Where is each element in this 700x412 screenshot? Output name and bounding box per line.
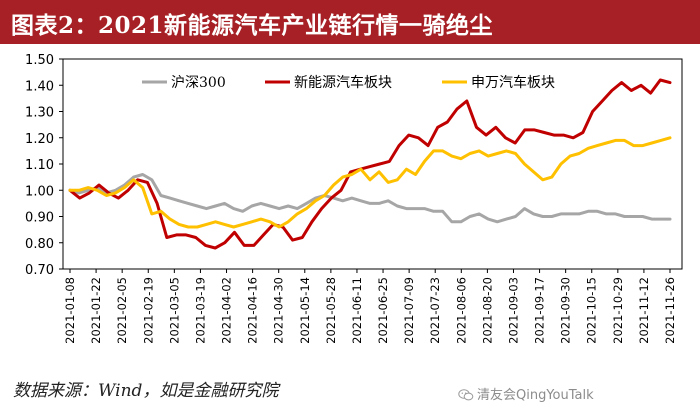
x-tick-label: 2021-11-12 [637,277,651,344]
x-tick-label: 2021-10-29 [611,277,625,344]
x-tick-label: 2021-01-08 [63,277,77,344]
x-tick-label: 2021-11-26 [663,277,677,344]
x-tick-label: 2021-05-28 [324,277,338,344]
x-tick-label: 2021-10-15 [585,277,599,344]
y-tick-label: 1.40 [25,79,54,94]
y-tick-label: 1.20 [25,132,54,147]
x-tick-label: 2021-02-19 [141,277,155,344]
y-tick-label: 1.30 [25,106,54,121]
legend-label: 申万汽车板块 [471,74,555,91]
chart-title: 图表2：2021新能源汽车产业链行情一骑绝尘 [11,12,494,39]
title-bar: 图表2：2021新能源汽车产业链行情一骑绝尘 [0,0,700,44]
legend-bg [441,72,567,92]
series-line-2 [68,78,672,250]
chart: 0.70 0.80 0.90 1.00 1.10 1.20 1.30 1.40 1.50 2021… [25,53,683,344]
series-line-3 [68,136,672,229]
x-tick-label: 2021-03-05 [167,277,181,344]
y-tick-label: 1.10 [25,158,54,173]
x-tick-label: 2021-04-16 [246,277,260,344]
x-tick-label: 2021-02-05 [115,277,129,344]
x-tick-label: 2021-01-22 [89,277,103,344]
y-tick-label: 0.70 [25,263,54,278]
x-tick-label: 2021-09-30 [559,277,573,344]
wechat-icon [458,389,474,401]
watermark-text: 清友会QingYouTalk [477,388,594,403]
x-tick-label: 2021-08-20 [480,277,494,344]
x-tick-label: 2021-03-19 [193,277,207,344]
watermark: 清友会QingYouTalk [458,384,594,403]
x-tick-label: 2021-06-11 [350,277,364,344]
legend-bg [141,72,251,92]
x-tick-label: 2021-08-06 [454,277,468,344]
source-note: 数据来源：Wind，如是金融研究院 [13,381,279,401]
y-tick-label: 1.00 [25,184,54,199]
x-tick-label: 2021-09-03 [506,277,520,344]
y-tick-label: 0.80 [25,237,54,252]
legend-bg [264,72,406,92]
y-tick-label: 1.50 [25,53,54,68]
legend-label: 新能源汽车板块 [294,74,392,91]
x-tick-label: 2021-07-23 [428,277,442,344]
x-tick-label: 2021-04-02 [220,277,234,344]
series-line-1 [68,173,672,224]
x-tick-label: 2021-05-14 [298,277,312,344]
y-tick-label: 0.90 [25,211,54,226]
x-tick-label: 2021-07-09 [402,277,416,344]
x-tick-label: 2021-09-17 [533,277,547,344]
x-tick-label: 2021-06-25 [376,277,390,344]
x-tick-label: 2021-04-30 [272,277,286,344]
legend-label: 沪深300 [171,75,226,91]
